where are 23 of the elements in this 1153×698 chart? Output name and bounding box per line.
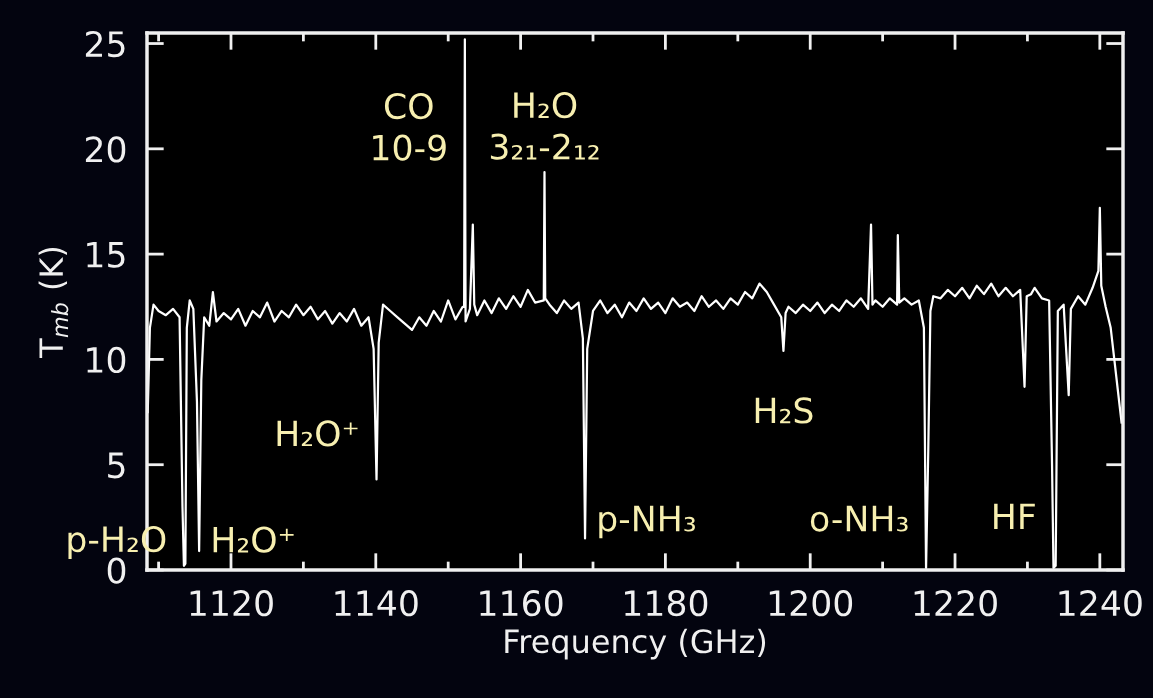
x-tick-label: 1180 [625,590,708,617]
annotation: o-NH₃ [810,505,908,532]
annotation: HF [994,503,1035,530]
annotation: H₂O 3₂₁-2₁₂ [490,91,599,160]
y-tick-label: 25 [85,30,125,58]
x-axis-title: Frequency (GHz) [505,628,766,660]
y-tick-label: 10 [87,346,126,374]
annotation: p-NH₃ [599,505,695,539]
y-axis-title: T$_{mb}$ (K) [38,247,69,358]
x-tick-label: 1240 [1059,590,1142,617]
x-tick-label: 1160 [480,590,563,617]
annotation: CO 10-9 [373,92,446,161]
y-tick-label: 20 [85,136,126,163]
x-tick-label: 1120 [190,590,273,617]
y-tick-label: 5 [108,452,125,479]
x-tick-label: 1140 [335,590,418,617]
annotation: H₂O⁺ [213,526,294,553]
x-tick-label: 1200 [769,590,853,617]
y-tick-label: 0 [107,557,126,584]
annotation: H₂O⁺ [277,420,358,447]
y-tick-label: 15 [87,241,125,268]
annotation: H₂S [755,397,813,424]
x-tick-label: 1220 [914,590,997,617]
